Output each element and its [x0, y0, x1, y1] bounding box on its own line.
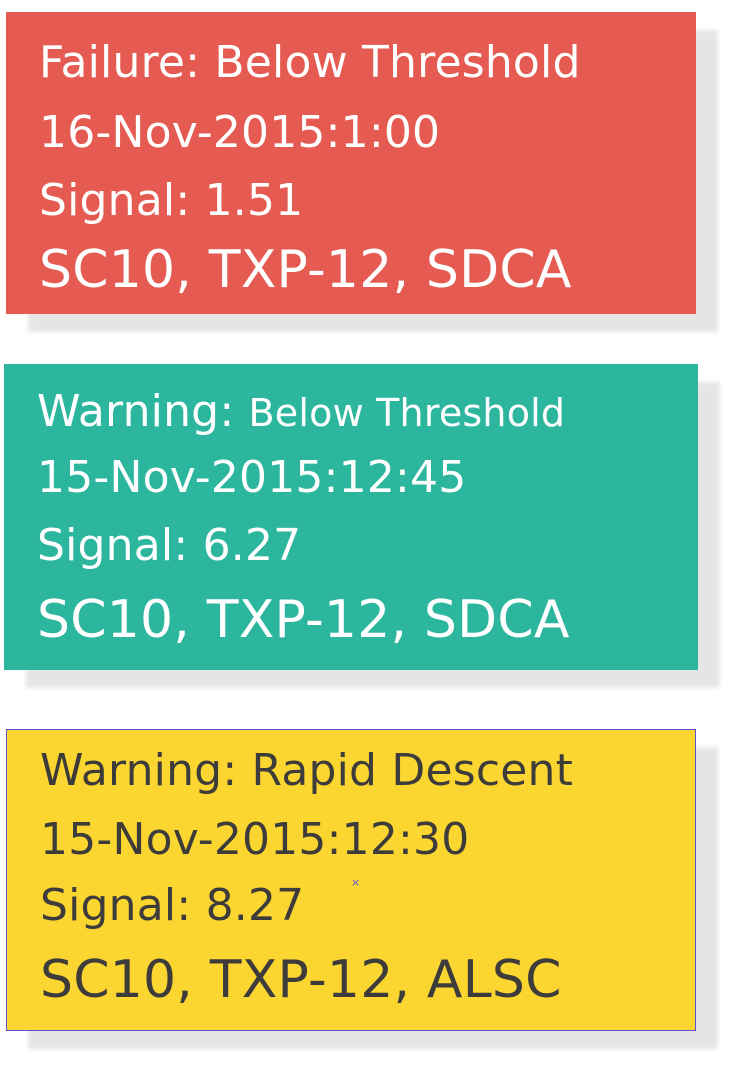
- alert-card-warning-below-threshold[interactable]: Warning: Below Threshold 15-Nov-2015:12:…: [4, 364, 698, 670]
- alert-signal: Signal: 6.27: [37, 520, 302, 571]
- alert-card-warning-rapid-descent[interactable]: Warning: Rapid Descent 15-Nov-2015:12:30…: [6, 729, 696, 1031]
- alert-card-failure[interactable]: Failure: Below Threshold 16-Nov-2015:1:0…: [6, 12, 696, 314]
- alert-source-path: SC10, TXP-12, ALSC: [40, 950, 562, 1010]
- alert-timestamp: 16-Nov-2015:1:00: [39, 107, 441, 158]
- alert-title: Failure: Below Threshold: [39, 37, 581, 88]
- alert-separator: :: [219, 386, 249, 437]
- alert-title: Warning: Below Threshold: [37, 386, 565, 437]
- alert-status: Warning: [37, 386, 220, 437]
- alert-timestamp: 15-Nov-2015:12:45: [37, 452, 467, 503]
- alert-condition: Rapid Descent: [251, 745, 574, 796]
- alert-source-path: SC10, TXP-12, SDCA: [39, 240, 572, 300]
- alert-separator: :: [222, 745, 252, 796]
- alert-condition: Below Threshold: [248, 391, 566, 435]
- alert-timestamp: 15-Nov-2015:12:30: [40, 814, 470, 865]
- alert-status: Failure: [39, 37, 186, 88]
- alert-condition: Below Threshold: [214, 37, 581, 88]
- alert-source-path: SC10, TXP-12, SDCA: [37, 590, 570, 650]
- alert-status: Warning: [40, 745, 223, 796]
- alert-signal: Signal: 8.27: [40, 880, 305, 931]
- alert-signal: Signal: 1.51: [39, 175, 304, 226]
- alert-separator: :: [185, 37, 215, 88]
- alert-title: Warning: Rapid Descent: [40, 745, 573, 796]
- cursor-crosshair-icon: ×: [351, 876, 361, 889]
